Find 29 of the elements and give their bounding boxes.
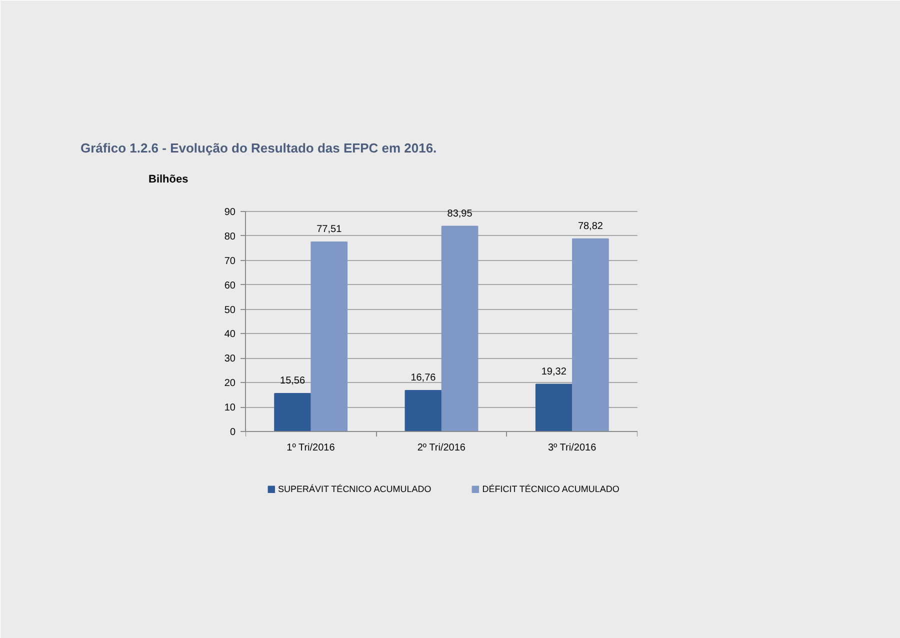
y-tick-label: 0 (230, 427, 236, 438)
x-tick-label: 1º Tri/2016 (286, 442, 336, 454)
data-label: 78,82 (578, 220, 604, 232)
y-tick-label: 40 (224, 329, 236, 340)
y-tick-label: 30 (224, 354, 236, 365)
bar (535, 384, 572, 432)
bar (274, 392, 311, 432)
bar (404, 390, 442, 432)
legend-label: SUPERÁVIT TÉCNICO ACUMULADO (278, 484, 432, 494)
y-tick-label: 70 (224, 256, 236, 267)
x-tick-label: 3º Tri/2016 (548, 442, 597, 454)
bar (441, 226, 478, 432)
chart-title: Gráfico 1.2.6 - Evolução do Resultado das EFPC em 2016. (80, 140, 437, 156)
x-tick-label: 2º Tri/2016 (417, 442, 466, 454)
y-tick-label: 60 (224, 280, 236, 292)
data-label: 19,32 (541, 366, 567, 378)
data-label: 15,56 (280, 375, 306, 386)
data-label: 83,95 (447, 208, 473, 220)
data-label: 16,76 (410, 372, 436, 384)
bar (310, 242, 348, 432)
y-tick-label: 80 (224, 231, 236, 242)
data-label: 77,51 (316, 224, 342, 236)
y-axis-title: Bilhões (148, 174, 188, 186)
y-tick-label: 20 (224, 378, 236, 390)
y-tick-label: 10 (224, 402, 236, 414)
y-tick-label: 90 (224, 207, 236, 218)
bar (572, 238, 609, 432)
y-tick-label: 50 (224, 304, 236, 316)
legend-label: DÉFICIT TÉCNICO ACUMULADO (482, 484, 620, 494)
